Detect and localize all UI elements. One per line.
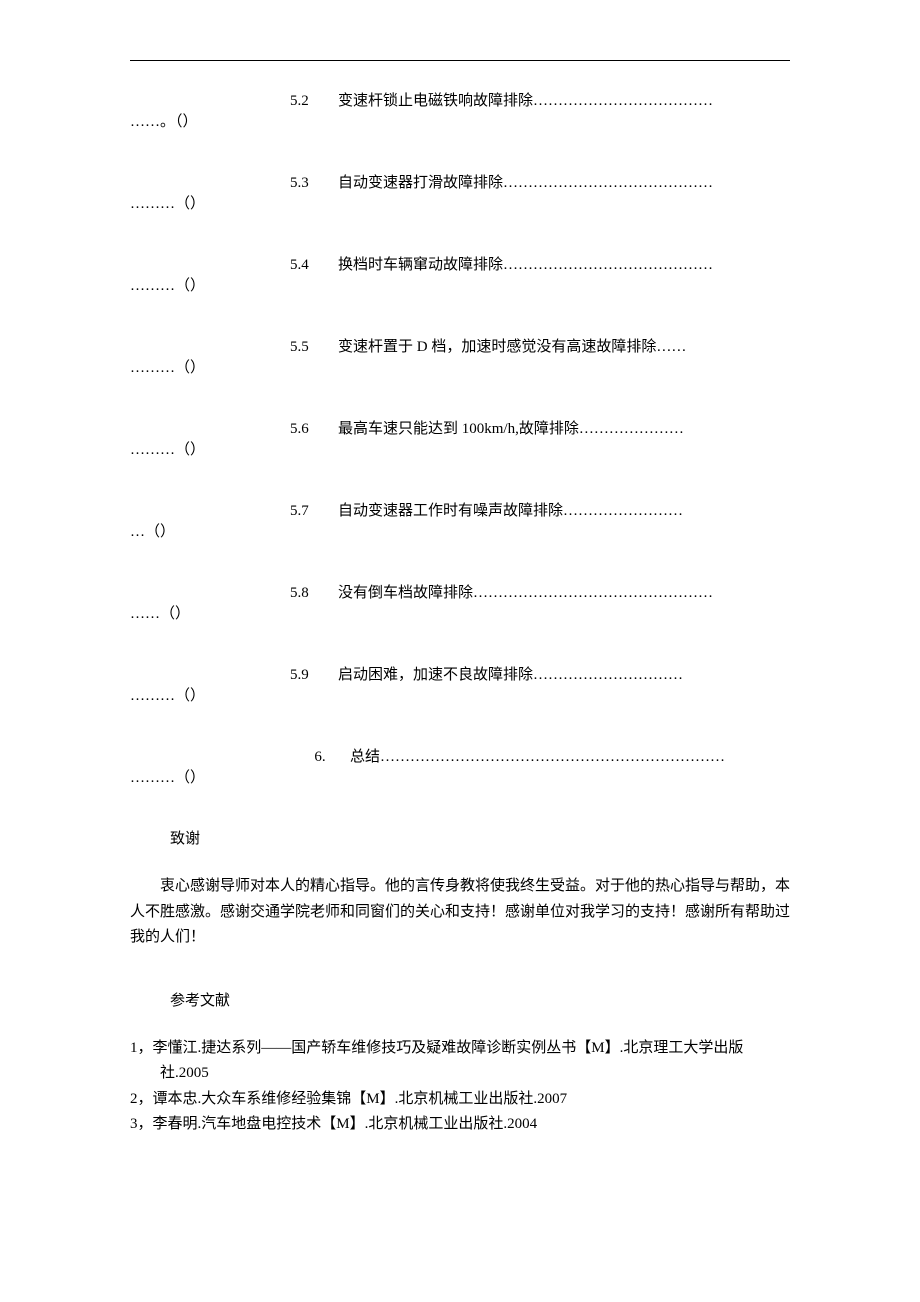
toc-cont: ………（） [130, 276, 790, 297]
toc-entry: 6.总结…………………………………………………………… ………（） [130, 747, 790, 789]
toc-entry: 5.8没有倒车档故障排除………………………………………… ……（） [130, 583, 790, 625]
toc-dots: …………………………………………………………… [380, 749, 725, 765]
toc-dots: ……………………………… [533, 93, 713, 109]
toc-cont: ………（） [130, 686, 790, 707]
toc-dots: …… [656, 339, 686, 355]
toc-dots: ………………………… [533, 667, 683, 683]
ref-item: 3，李春明.汽车地盘电控技术【M】.北京机械工业出版社.2004 [130, 1112, 790, 1138]
toc-dots: ………………… [579, 421, 684, 437]
toc-entry: 5.7自动变速器工作时有噪声故障排除…………………… …（） [130, 501, 790, 543]
toc-num: 5.2 [290, 91, 338, 112]
toc-num: 5.8 [290, 583, 338, 604]
toc-title: 自动变速器打滑故障排除 [338, 175, 503, 191]
ack-heading: 致谢 [170, 829, 790, 850]
toc-title: 变速杆锁止电磁铁响故障排除 [338, 93, 533, 109]
toc-cont: ………（） [130, 194, 790, 215]
toc-title: 变速杆置于 D 档，加速时感觉没有高速故障排除 [338, 339, 656, 355]
toc-num: 5.6 [290, 419, 338, 440]
ack-body: 衷心感谢导师对本人的精心指导。他的言传身教将使我终生受益。对于他的热心指导与帮助… [130, 874, 790, 951]
top-rule [130, 60, 790, 61]
toc-title: 启动困难，加速不良故障排除 [338, 667, 533, 683]
toc-dots: …………………………………… [503, 175, 713, 191]
toc-num: 5.3 [290, 173, 338, 194]
toc-cont: ………（） [130, 440, 790, 461]
toc-num: 5.5 [290, 337, 338, 358]
toc-num: 5.9 [290, 665, 338, 686]
toc-dots: ………………………………………… [473, 585, 713, 601]
toc-title: 没有倒车档故障排除 [338, 585, 473, 601]
toc-title: 最高车速只能达到 100km/h,故障排除 [338, 421, 579, 437]
toc-title: 换档时车辆窜动故障排除 [338, 257, 503, 273]
toc-entry: 5.2变速杆锁止电磁铁响故障排除……………………………… ……。（） [130, 91, 790, 133]
refs-heading: 参考文献 [170, 991, 790, 1012]
toc-title: 自动变速器工作时有噪声故障排除 [338, 503, 563, 519]
ref-item: 2，谭本忠.大众车系维修经验集锦【M】.北京机械工业出版社.2007 [130, 1087, 790, 1113]
toc-cont: ………（） [130, 768, 790, 789]
toc-entry: 5.3自动变速器打滑故障排除…………………………………… ………（） [130, 173, 790, 215]
toc-list: 5.2变速杆锁止电磁铁响故障排除……………………………… ……。（） 5.3自动… [130, 91, 790, 789]
ref-item: 1，李懂江.捷达系列——国产轿车维修技巧及疑难故障诊断实例丛书【M】.北京理工大… [130, 1036, 790, 1087]
toc-num: 6. [290, 747, 350, 768]
toc-dots: …………………………………… [503, 257, 713, 273]
toc-cont: ………（） [130, 358, 790, 379]
toc-cont: …（） [130, 522, 790, 543]
toc-title: 总结 [350, 749, 380, 765]
toc-entry: 5.6最高车速只能达到 100km/h,故障排除………………… ………（） [130, 419, 790, 461]
toc-entry: 5.5变速杆置于 D 档，加速时感觉没有高速故障排除…… ………（） [130, 337, 790, 379]
toc-entry: 5.4换档时车辆窜动故障排除…………………………………… ………（） [130, 255, 790, 297]
refs-list: 1，李懂江.捷达系列——国产轿车维修技巧及疑难故障诊断实例丛书【M】.北京理工大… [130, 1036, 790, 1138]
toc-num: 5.7 [290, 501, 338, 522]
toc-dots: …………………… [563, 503, 683, 519]
toc-cont: ……（） [130, 604, 790, 625]
toc-num: 5.4 [290, 255, 338, 276]
toc-cont: ……。（） [130, 112, 790, 133]
toc-entry: 5.9启动困难，加速不良故障排除………………………… ………（） [130, 665, 790, 707]
